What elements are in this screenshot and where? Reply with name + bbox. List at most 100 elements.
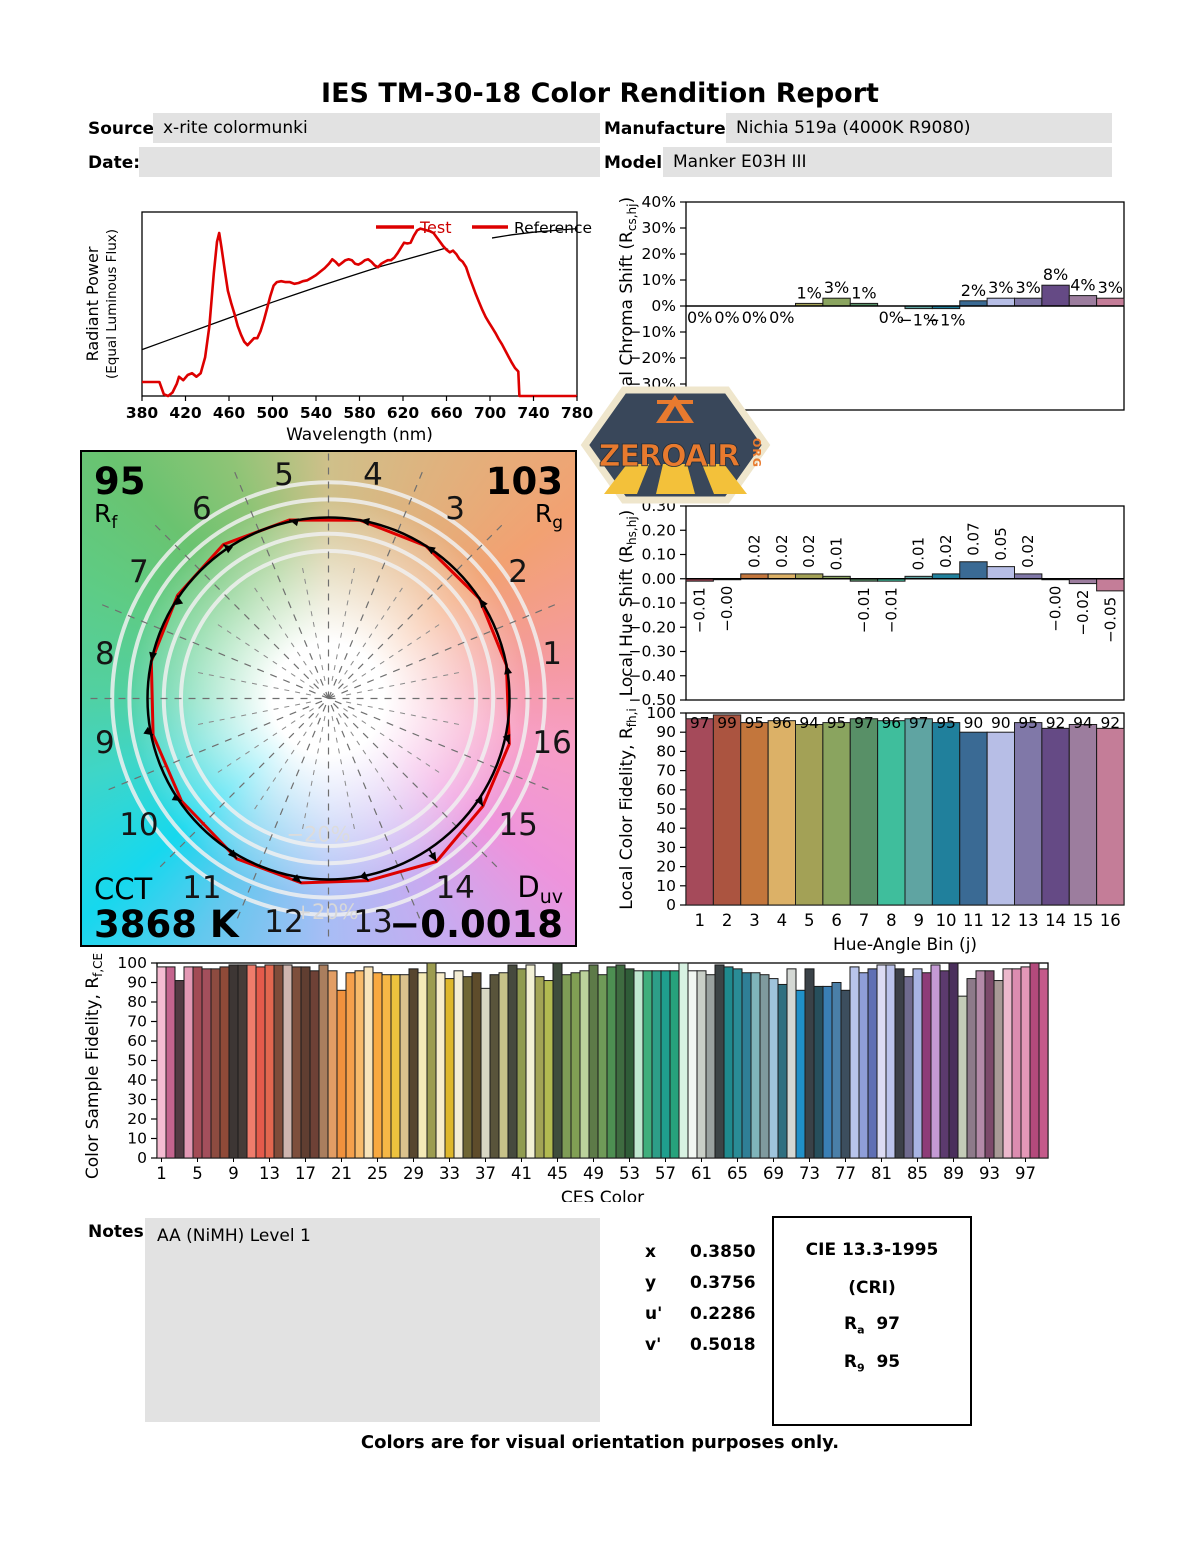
svg-text:0%: 0%	[714, 308, 739, 327]
svg-text:61: 61	[691, 1164, 712, 1183]
svg-text:93: 93	[979, 1164, 1000, 1183]
svg-text:92: 92	[1046, 714, 1066, 732]
svg-text:7: 7	[129, 554, 149, 590]
svg-text:73: 73	[799, 1164, 820, 1183]
source-value: x-rite colormunki	[153, 113, 600, 143]
svg-text:0.10: 0.10	[641, 546, 676, 564]
svg-text:0%: 0%	[769, 308, 794, 327]
svg-text:−0.30: −0.30	[629, 643, 677, 661]
svg-text:7: 7	[859, 911, 870, 930]
svg-text:0.02: 0.02	[745, 534, 763, 567]
manufacturer-value: Nichia 519a (4000K R9080)	[726, 113, 1112, 143]
svg-text:25: 25	[367, 1164, 388, 1183]
hue-shift-chart-svg: 0.300.200.100.00−0.10−0.20−0.30−0.40−0.5…	[617, 497, 1125, 709]
svg-text:96: 96	[881, 714, 901, 732]
svg-text:−0.01: −0.01	[855, 587, 873, 633]
hue-shift-chart: 0.30 0.20 0.10 0.00 −0.10 −0.20 −0.30 −0.40 −0.5…	[612, 468, 1172, 718]
chromaticity-x-value: 0.3850	[690, 1242, 756, 1262]
svg-text:45: 45	[547, 1164, 568, 1183]
date-label: Date:	[88, 153, 141, 173]
svg-text:380: 380	[126, 404, 159, 422]
svg-text:3%: 3%	[1098, 278, 1123, 297]
chromaticity-x-label: x	[645, 1242, 656, 1262]
svg-text:50: 50	[127, 1052, 147, 1070]
cri-r9-value: 95	[876, 1352, 901, 1373]
svg-text:−0.05: −0.05	[1101, 597, 1119, 643]
svg-text:94: 94	[1073, 714, 1093, 732]
svg-text:15: 15	[1072, 911, 1093, 930]
svg-text:0%: 0%	[687, 308, 712, 327]
svg-text:4%: 4%	[1070, 276, 1095, 295]
svg-text:5: 5	[804, 911, 815, 930]
svg-text:4: 4	[363, 457, 383, 493]
svg-text:−0.20: −0.20	[629, 618, 677, 636]
svg-text:0.02: 0.02	[1019, 534, 1037, 567]
svg-text:12: 12	[264, 904, 303, 940]
svg-text:−20%: −20%	[286, 822, 350, 846]
svg-text:660: 660	[430, 404, 463, 422]
svg-text:460: 460	[213, 404, 246, 422]
svg-text:40%: 40%	[642, 193, 676, 211]
svg-text:0%: 0%	[651, 297, 676, 315]
svg-text:700: 700	[474, 404, 507, 422]
logo-ray-left	[604, 464, 649, 494]
color-vector-graphic: −20% +20% 1 2 3 4 5 6 7 8 9 10 11 12 13 14 15 16 95 Rf 103 Rg…	[80, 450, 577, 947]
logo-lantern-bar	[657, 400, 693, 404]
svg-text:29: 29	[403, 1164, 424, 1183]
svg-text:8%: 8%	[1043, 265, 1068, 284]
svg-text:103: 103	[486, 460, 563, 503]
svg-text:10: 10	[127, 1130, 147, 1148]
svg-text:100: 100	[646, 704, 676, 722]
svg-text:60: 60	[656, 781, 676, 799]
svg-text:3: 3	[749, 911, 760, 930]
svg-text:10: 10	[119, 807, 158, 843]
notes-text: AA (NiMH) Level 1	[157, 1226, 311, 1246]
svg-text:620: 620	[387, 404, 420, 422]
svg-text:89: 89	[943, 1164, 964, 1183]
svg-text:2: 2	[508, 554, 528, 590]
svg-text:2: 2	[722, 911, 733, 930]
svg-text:Duv: Duv	[517, 870, 563, 908]
logo-ray-right	[702, 464, 747, 494]
model-label: Model:	[604, 153, 669, 173]
cri-r9-sub: 9	[856, 1361, 865, 1375]
svg-text:Reference: Reference	[514, 219, 592, 237]
svg-text:740: 740	[517, 404, 550, 422]
svg-text:−0.0018: −0.0018	[389, 903, 563, 946]
svg-text:+20%: +20%	[294, 900, 358, 924]
svg-text:95: 95	[94, 460, 146, 503]
svg-text:65: 65	[727, 1164, 748, 1183]
svg-text:100: 100	[117, 954, 147, 972]
svg-text:0: 0	[137, 1149, 147, 1167]
svg-text:80: 80	[656, 742, 676, 760]
cri-r9-label: R	[843, 1352, 857, 1373]
svg-text:60: 60	[127, 1032, 147, 1050]
svg-text:8: 8	[886, 911, 897, 930]
notes-label: Notes:	[88, 1222, 151, 1242]
svg-text:14: 14	[435, 870, 474, 906]
svg-text:95: 95	[936, 714, 956, 732]
svg-text:81: 81	[871, 1164, 892, 1183]
cri-box: CIE 13.3-1995 (CRI) Ra 97 R9 95	[772, 1216, 972, 1426]
svg-text:9: 9	[228, 1164, 239, 1183]
svg-text:13: 13	[259, 1164, 280, 1183]
svg-text:14: 14	[1045, 911, 1066, 930]
svg-text:3%: 3%	[988, 278, 1013, 297]
svg-text:99: 99	[717, 714, 737, 732]
svg-text:30%: 30%	[642, 219, 676, 237]
svg-text:−10%: −10%	[629, 323, 676, 341]
svg-text:1: 1	[156, 1164, 167, 1183]
svg-text:49: 49	[583, 1164, 604, 1183]
svg-text:20%: 20%	[642, 245, 676, 263]
svg-text:0.05: 0.05	[992, 527, 1010, 560]
svg-text:4: 4	[777, 911, 788, 930]
svg-text:0.01: 0.01	[910, 537, 928, 570]
zeroair-logo-svg: ZEROAIR ORG	[580, 386, 771, 504]
cri-box-title: CIE 13.3-1995	[805, 1240, 939, 1260]
svg-text:33: 33	[439, 1164, 460, 1183]
svg-text:−0.00: −0.00	[718, 586, 736, 632]
svg-text:13: 13	[353, 904, 392, 940]
svg-text:95: 95	[827, 714, 847, 732]
